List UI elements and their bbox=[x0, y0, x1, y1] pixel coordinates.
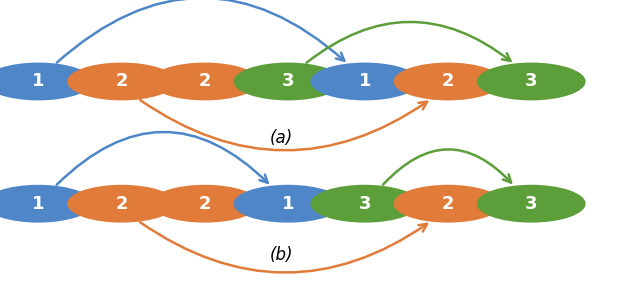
Text: 3: 3 bbox=[358, 195, 371, 213]
Text: 1: 1 bbox=[282, 195, 294, 213]
Ellipse shape bbox=[234, 185, 342, 223]
Ellipse shape bbox=[67, 185, 176, 223]
Ellipse shape bbox=[310, 63, 419, 100]
Text: (b): (b) bbox=[270, 246, 293, 264]
Ellipse shape bbox=[394, 63, 502, 100]
Ellipse shape bbox=[310, 185, 419, 223]
Ellipse shape bbox=[0, 185, 93, 223]
Ellipse shape bbox=[477, 185, 586, 223]
Ellipse shape bbox=[394, 185, 502, 223]
Text: 2: 2 bbox=[115, 195, 128, 213]
Text: 1: 1 bbox=[358, 72, 371, 91]
Text: 2: 2 bbox=[442, 195, 454, 213]
Text: 1: 1 bbox=[32, 72, 45, 91]
Text: (a): (a) bbox=[270, 129, 293, 147]
Text: 3: 3 bbox=[282, 72, 294, 91]
FancyArrowPatch shape bbox=[57, 132, 268, 185]
FancyArrowPatch shape bbox=[383, 149, 511, 184]
Text: 3: 3 bbox=[525, 72, 538, 91]
Ellipse shape bbox=[67, 63, 176, 100]
Ellipse shape bbox=[234, 63, 342, 100]
FancyArrowPatch shape bbox=[307, 22, 511, 63]
Text: 1: 1 bbox=[32, 195, 45, 213]
Ellipse shape bbox=[477, 63, 586, 100]
FancyArrowPatch shape bbox=[140, 222, 427, 273]
Text: 2: 2 bbox=[198, 72, 211, 91]
Ellipse shape bbox=[150, 185, 259, 223]
Ellipse shape bbox=[0, 63, 93, 100]
Text: 2: 2 bbox=[115, 72, 128, 91]
Text: 2: 2 bbox=[442, 72, 454, 91]
Ellipse shape bbox=[150, 63, 259, 100]
FancyArrowPatch shape bbox=[140, 100, 427, 150]
FancyArrowPatch shape bbox=[57, 0, 344, 63]
Text: 3: 3 bbox=[525, 195, 538, 213]
Text: 2: 2 bbox=[198, 195, 211, 213]
